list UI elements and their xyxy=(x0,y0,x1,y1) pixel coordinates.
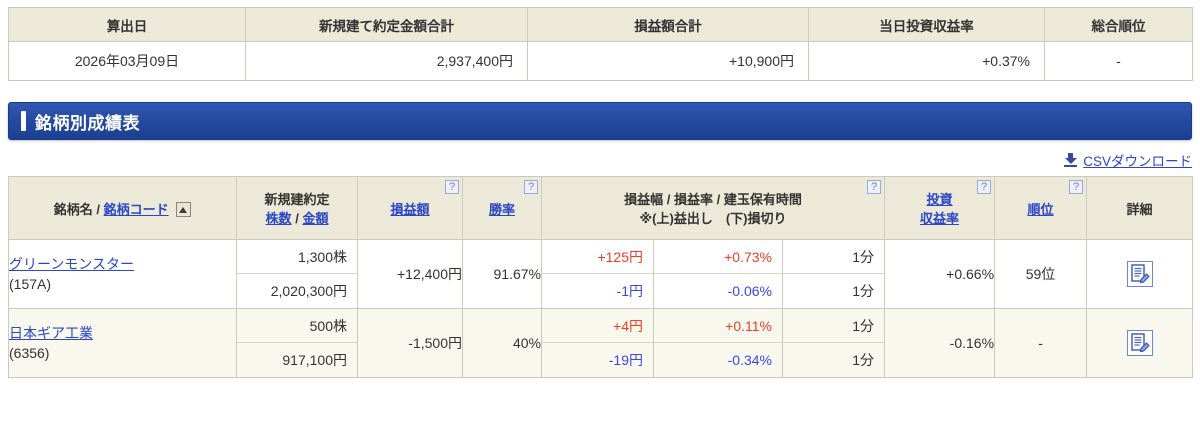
header-detail-label: 詳細 xyxy=(1126,201,1153,217)
csv-download-link[interactable]: CSVダウンロード xyxy=(1064,150,1192,170)
cell-roi: -0.16% xyxy=(884,308,996,378)
cell-rank: - xyxy=(994,308,1088,378)
stock-code: (6356) xyxy=(9,345,50,361)
help-icon[interactable]: ? xyxy=(1069,180,1084,194)
cell-hold-time-lower: 1分 xyxy=(852,352,875,368)
cell-new-contract: 500株 917,100円 xyxy=(236,308,358,378)
summary-value-new-amount: 2,937,400円 xyxy=(245,41,528,81)
stock-code: (157A) xyxy=(9,276,52,292)
cell-pl-amount: +12,400円 xyxy=(357,239,463,309)
help-icon[interactable]: ? xyxy=(977,180,992,194)
summary-header-daily-return: 当日投資収益率 xyxy=(808,7,1045,42)
header-rank: ? 順位 xyxy=(994,176,1088,240)
header-stock-code-link[interactable]: 銘柄コード xyxy=(103,201,169,217)
cell-win-rate: 91.67% xyxy=(462,239,542,309)
cell-pl-width-upper: +125円 xyxy=(542,240,653,274)
stock-name-link[interactable]: グリーンモンスター xyxy=(9,255,135,272)
header-amount-link[interactable]: 金額 xyxy=(302,211,329,226)
summary-value-total-pl: +10,900円 xyxy=(527,41,809,81)
cell-pl-rate: +0.11% -0.34% xyxy=(653,308,783,378)
cell-pl-width-upper: +4円 xyxy=(542,309,653,343)
summary-value-overall-rank: - xyxy=(1044,41,1193,81)
cell-shares: 500株 xyxy=(237,309,357,343)
cell-win-rate: 40% xyxy=(462,308,542,378)
header-roi: ? 投資 収益率 xyxy=(884,176,996,240)
header-win-rate-link[interactable]: 勝率 xyxy=(488,201,515,217)
cell-roi: +0.66% xyxy=(884,239,996,309)
summary-header-total-pl: 損益額合計 xyxy=(527,7,809,42)
header-pl-amount: ? 損益額 xyxy=(357,176,463,240)
cell-detail xyxy=(1086,239,1194,309)
download-icon xyxy=(1064,153,1078,167)
header-new-contract-title: 新規建約定 xyxy=(264,192,330,207)
cell-hold-time-lower: 1分 xyxy=(852,283,875,299)
page-root: 算出日 新規建て約定金額合計 損益額合計 当日投資収益率 総合順位 2026年0… xyxy=(0,0,1200,378)
header-slash: / xyxy=(295,211,299,226)
cell-pl-rate-upper: +0.11% xyxy=(654,309,782,343)
cell-hold-time: 1分 1分 xyxy=(781,308,886,378)
header-rank-link[interactable]: 順位 xyxy=(1027,201,1054,217)
cell-new-contract: 1,300株 2,020,300円 xyxy=(236,239,358,309)
header-stock-name-label: 銘柄名 / xyxy=(53,201,100,217)
cell-rank: 59位 xyxy=(994,239,1088,309)
cell-stock-name: 日本ギア工業 (6356) xyxy=(8,308,237,378)
cell-amount: 917,100円 xyxy=(282,352,347,368)
performance-section: 銘柄名 / 銘柄コード 新規建約定 株数 / 金額 ? xyxy=(8,176,1194,378)
document-edit-icon[interactable] xyxy=(1126,261,1153,287)
cell-stock-name: グリーンモンスター (157A) xyxy=(8,239,237,309)
sort-ascending-icon[interactable] xyxy=(176,201,192,217)
page-title: 銘柄別成績表 xyxy=(35,113,140,133)
help-icon[interactable]: ? xyxy=(867,180,882,194)
table-row: 日本ギア工業 (6356) 500株 917,100円 -1,500円 40% … xyxy=(8,308,1194,378)
header-stock-name: 銘柄名 / 銘柄コード xyxy=(8,176,237,240)
cell-pl-width: +125円 -1円 xyxy=(541,239,654,309)
header-pl-detail-line2: ※(上)益出し (下)損切り xyxy=(639,211,787,226)
cell-pl-width-lower: -1円 xyxy=(616,283,643,299)
header-new-contract: 新規建約定 株数 / 金額 xyxy=(236,176,358,240)
section-header: 銘柄別成績表 xyxy=(8,102,1192,140)
header-pl-detail: ? 損益幅 / 損益率 / 建玉保有時間 ※(上)益出し (下)損切り xyxy=(540,176,886,240)
summary-header-new-amount: 新規建て約定金額合計 xyxy=(245,7,528,42)
summary-header-date: 算出日 xyxy=(8,7,246,42)
cell-pl-rate: +0.73% -0.06% xyxy=(653,239,783,309)
summary-table: 算出日 新規建て約定金額合計 損益額合計 当日投資収益率 総合順位 2026年0… xyxy=(8,7,1193,81)
help-icon[interactable]: ? xyxy=(445,180,459,194)
cell-hold-time: 1分 1分 xyxy=(781,239,886,309)
cell-pl-amount: -1,500円 xyxy=(357,308,463,378)
performance-table: 銘柄名 / 銘柄コード 新規建約定 株数 / 金額 ? xyxy=(8,176,1194,378)
cell-hold-time-upper: 1分 xyxy=(783,240,885,274)
table-row: グリーンモンスター (157A) 1,300株 2,020,300円 +12,4… xyxy=(8,239,1194,309)
header-pl-amount-link[interactable]: 損益額 xyxy=(390,201,430,217)
document-edit-icon[interactable] xyxy=(1126,330,1153,356)
section-accent-bar xyxy=(21,111,26,131)
cell-pl-rate-lower: -0.06% xyxy=(727,283,772,299)
header-roi-link-line2[interactable]: 収益率 xyxy=(920,211,960,226)
header-pl-detail-line1: 損益幅 / 損益率 / 建玉保有時間 xyxy=(624,192,802,207)
performance-header-row: 銘柄名 / 銘柄コード 新規建約定 株数 / 金額 ? xyxy=(8,176,1194,240)
cell-shares: 1,300株 xyxy=(237,240,357,274)
summary-value-date: 2026年03月09日 xyxy=(8,41,246,81)
cell-pl-rate-upper: +0.73% xyxy=(654,240,782,274)
stock-name-link[interactable]: 日本ギア工業 xyxy=(9,324,93,341)
cell-hold-time-upper: 1分 xyxy=(783,309,885,343)
header-detail: 詳細 xyxy=(1086,176,1194,240)
help-icon[interactable]: ? xyxy=(524,180,538,194)
cell-detail xyxy=(1086,308,1194,378)
summary-header-overall-rank: 総合順位 xyxy=(1044,7,1193,42)
summary-section: 算出日 新規建て約定金額合計 損益額合計 当日投資収益率 総合順位 2026年0… xyxy=(0,0,1200,81)
summary-value-daily-return: +0.37% xyxy=(808,41,1045,81)
cell-amount: 2,020,300円 xyxy=(270,283,347,299)
header-win-rate: ? 勝率 xyxy=(462,176,542,240)
summary-header-row: 算出日 新規建て約定金額合計 損益額合計 当日投資収益率 総合順位 xyxy=(8,7,1193,42)
csv-download-label: CSVダウンロード xyxy=(1083,154,1192,169)
header-roi-link-line1[interactable]: 投資 xyxy=(926,192,953,207)
header-shares-link[interactable]: 株数 xyxy=(265,211,292,226)
cell-pl-rate-lower: -0.34% xyxy=(727,352,772,368)
cell-pl-width-lower: -19円 xyxy=(608,352,643,368)
cell-pl-width: +4円 -19円 xyxy=(541,308,654,378)
csv-download-row: CSVダウンロード xyxy=(8,150,1192,170)
summary-data-row: 2026年03月09日 2,937,400円 +10,900円 +0.37% - xyxy=(8,41,1193,81)
